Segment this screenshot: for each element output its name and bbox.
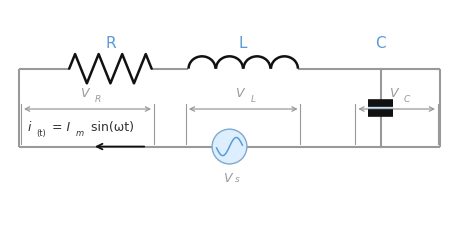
Text: V: V xyxy=(389,87,397,100)
Circle shape xyxy=(212,129,247,164)
Text: V: V xyxy=(223,172,231,185)
Text: m: m xyxy=(76,129,84,139)
Text: L: L xyxy=(239,36,247,51)
Text: C: C xyxy=(375,36,386,51)
Text: R: R xyxy=(95,95,101,104)
Text: s: s xyxy=(235,175,239,184)
Text: i: i xyxy=(28,120,32,134)
Text: L: L xyxy=(251,95,256,104)
Text: (t): (t) xyxy=(36,129,45,139)
Text: R: R xyxy=(105,36,116,51)
Text: = I: = I xyxy=(52,120,70,134)
Text: V: V xyxy=(79,87,88,100)
Text: C: C xyxy=(403,95,410,104)
Text: sin(ωt): sin(ωt) xyxy=(87,120,134,134)
Bar xyxy=(368,103,393,113)
Text: V: V xyxy=(235,87,244,100)
